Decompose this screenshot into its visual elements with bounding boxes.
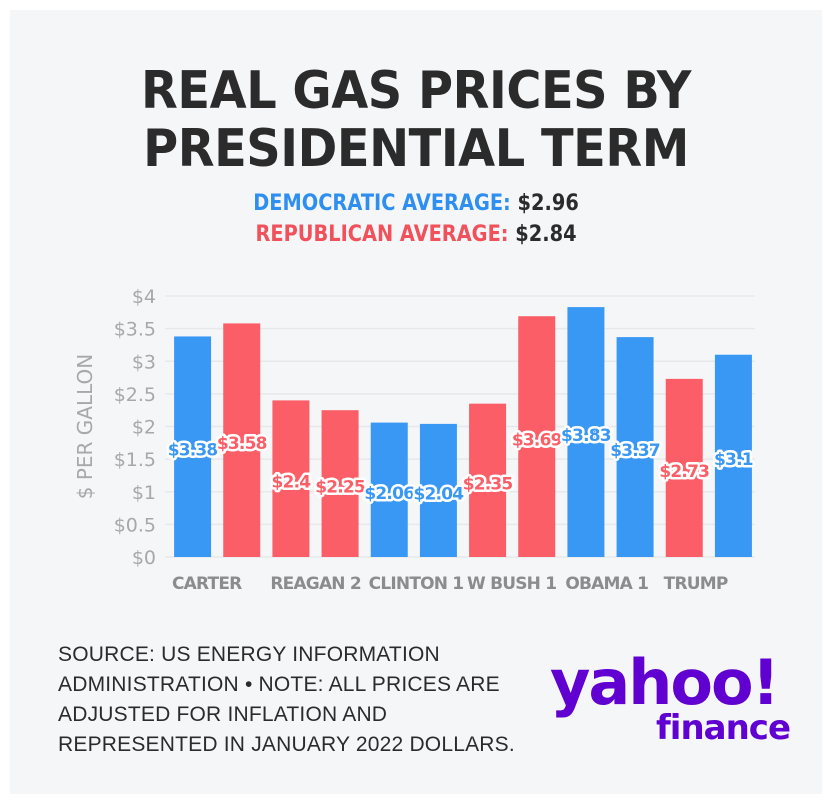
yahoo-finance-logo: yahoo! finance <box>550 650 800 760</box>
bar-value-label-outline: $3.83 <box>561 426 611 446</box>
bar-value-label: $2.4 <box>272 473 312 493</box>
source-note: SOURCE: US ENERGY INFORMATION ADMINISTRA… <box>58 643 515 756</box>
bar-republican <box>665 378 703 557</box>
y-tick-label: $4 <box>132 286 156 308</box>
bar-value-label-outline: $2.73 <box>659 462 709 482</box>
x-tick-label: CLINTON 1 <box>369 574 464 594</box>
democratic-average-label: DEMOCRATIC AVERAGE: <box>253 191 511 216</box>
bar-value-label-outline: $3.1 <box>714 450 753 470</box>
y-tick-label: $1.5 <box>114 449 156 471</box>
bar-value-label: $3.37 <box>610 441 660 461</box>
bar-value-label: $2.35 <box>463 474 513 494</box>
bar-democratic <box>419 423 457 557</box>
bar-republican <box>223 323 261 557</box>
bar-value-label-outline: $3.38 <box>168 441 218 461</box>
bar-value-label-outline: $3.69 <box>512 431 562 451</box>
y-tick-label: $0 <box>132 547 156 569</box>
x-tick-label: CARTER <box>172 574 242 594</box>
bar-value-label-outline: $2.4 <box>272 473 312 493</box>
bar-value-label-outline: $2.04 <box>414 484 465 504</box>
democratic-average: DEMOCRATIC AVERAGE: $2.96 <box>59 190 774 218</box>
bar-republican <box>518 316 556 557</box>
x-tick-label: OBAMA 1 <box>565 574 648 594</box>
bar-republican <box>321 410 359 557</box>
chart-title-line-2: PRESIDENTIAL TERM <box>143 119 689 179</box>
infographic-card: REAL GAS PRICES BY PRESIDENTIAL TERM DEM… <box>10 10 822 794</box>
republican-average-label: REPUBLICAN AVERAGE: <box>255 222 509 247</box>
y-tick-label: $2.5 <box>114 384 156 406</box>
chart-title-line-1: REAL GAS PRICES BY <box>141 61 691 121</box>
x-tick-label: TRUMP <box>664 574 728 594</box>
bar-value-label-outline: $3.37 <box>610 441 660 461</box>
bar-democratic <box>714 354 752 557</box>
bar-republican <box>469 403 507 557</box>
bar-republican <box>272 400 310 557</box>
bar-chart: $0 $0.5 $1 $1.5 $2 $2.5 $3 $3.5 $4 $ PER GALLON $3… <box>73 286 756 594</box>
bar-value-label: $3.83 <box>561 426 611 446</box>
y-tick-label: $2 <box>132 417 156 439</box>
bar-value-label-outline: $3.58 <box>217 434 267 454</box>
bar-value-label: $2.06 <box>364 484 414 504</box>
y-tick-label: $3.5 <box>114 319 156 341</box>
y-tick-label: $1 <box>132 482 156 504</box>
logo-wordmark-yahoo: yahoo! <box>550 646 780 719</box>
bar-democratic <box>370 422 408 557</box>
bar-value-label: $2.04 <box>414 484 465 504</box>
bar-value-label-outline: $2.35 <box>463 474 513 494</box>
republican-average: REPUBLICAN AVERAGE: $2.84 <box>59 221 774 249</box>
bar-value-label: $3.38 <box>168 441 218 461</box>
x-tick-label: W BUSH 1 <box>467 574 556 594</box>
democratic-average-value: $2.96 <box>517 191 579 216</box>
x-tick-label: REAGAN 2 <box>270 574 361 594</box>
bar-value-label: $2.25 <box>315 478 365 498</box>
bar-democratic <box>567 307 605 557</box>
y-tick-label: $3 <box>132 351 156 373</box>
bar-democratic <box>616 337 654 557</box>
y-axis-label: $ PER GALLON <box>73 354 97 500</box>
bar-value-label: $3.58 <box>217 434 267 454</box>
bar-value-label: $3.1 <box>714 450 753 470</box>
logo-wordmark-finance: finance <box>656 708 791 748</box>
bar-value-label-outline: $2.25 <box>315 478 365 498</box>
bar-value-label-outline: $2.06 <box>364 484 414 504</box>
republican-average-value: $2.84 <box>515 222 577 247</box>
bar-value-label: $2.73 <box>659 462 709 482</box>
bar-democratic <box>174 336 212 557</box>
bar-value-label: $3.69 <box>512 431 562 451</box>
y-tick-label: $0.5 <box>114 514 156 536</box>
